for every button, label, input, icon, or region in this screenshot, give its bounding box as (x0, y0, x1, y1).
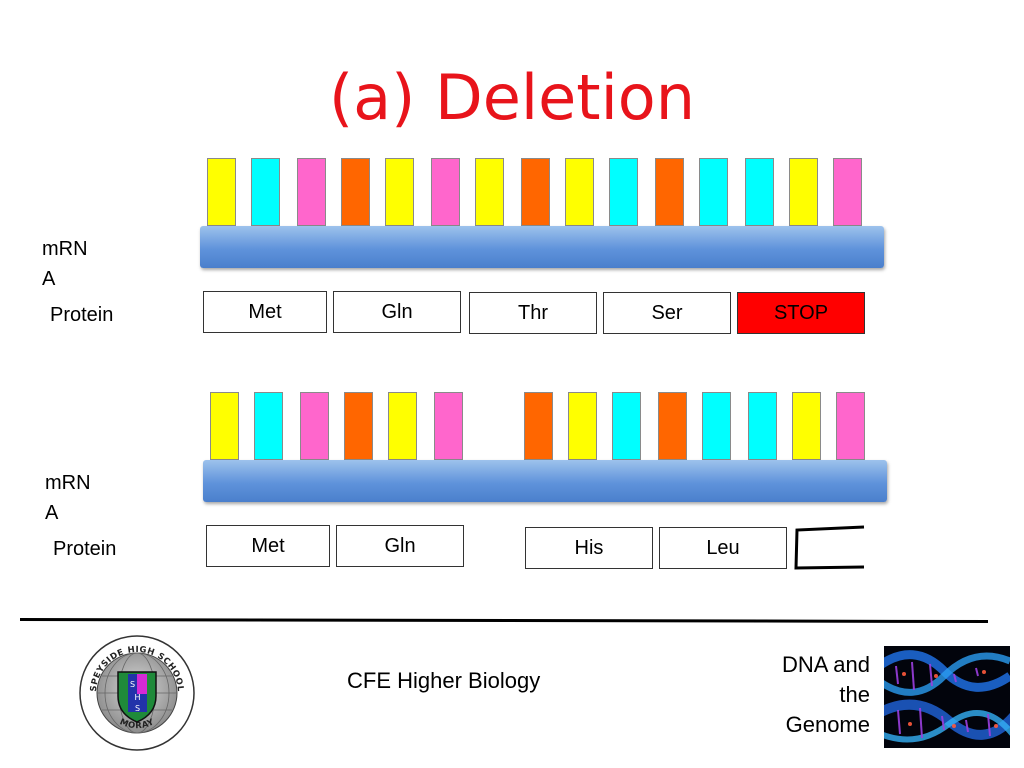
base-orange (524, 392, 553, 460)
protein-label-original: Protein (50, 304, 114, 326)
amino-acid-gln: Gln (333, 291, 461, 333)
base-pink (297, 158, 326, 226)
base-pink (431, 158, 460, 226)
base-yellow (210, 392, 239, 460)
amino-acid-met: Met (203, 291, 327, 333)
base-cyan (699, 158, 728, 226)
amino-acid-his: His (525, 527, 653, 569)
base-cyan (251, 158, 280, 226)
base-orange (341, 158, 370, 226)
amino-acid-gln: Gln (336, 525, 464, 567)
base-orange (658, 392, 687, 460)
footer-divider (19, 618, 989, 624)
base-pink (434, 392, 463, 460)
incomplete-codon-outline (794, 525, 865, 570)
logo-letter-s-bottom: S (135, 704, 140, 713)
base-cyan (254, 392, 283, 460)
amino-acid-stop: STOP (737, 292, 865, 334)
base-pink (833, 158, 862, 226)
amino-acid-thr: Thr (469, 292, 597, 334)
topic-line-1: DNA and (781, 652, 870, 677)
base-cyan (748, 392, 777, 460)
school-logo: SPEYSIDE HIGH SCHOOL MORAY S H S (79, 635, 195, 751)
logo-letter-s-top: S (130, 680, 135, 689)
topic-line-3: Genome (785, 712, 870, 737)
base-cyan (745, 158, 774, 226)
base-yellow (475, 158, 504, 226)
mrna-strand-original (200, 226, 884, 268)
incomplete-codon-box (794, 525, 865, 570)
base-yellow (388, 392, 417, 460)
base-yellow (207, 158, 236, 226)
base-cyan (612, 392, 641, 460)
mrna-label-line2: A (42, 268, 56, 290)
mrna-label-line2: A (45, 502, 59, 524)
topic-line-2: the (839, 682, 870, 707)
logo-letter-h: H (134, 693, 140, 702)
amino-acid-met: Met (206, 525, 330, 567)
slide-title: (a) Deletion (328, 61, 696, 134)
mrna-label-line1: mRN (45, 472, 91, 494)
base-pink (836, 392, 865, 460)
logo-shield: S H S (117, 671, 157, 723)
topic-title: DNA and the Genome (720, 650, 870, 740)
base-orange (521, 158, 550, 226)
base-cyan (702, 392, 731, 460)
base-yellow (568, 392, 597, 460)
mrna-label-line1: mRN (42, 238, 88, 260)
base-pink (300, 392, 329, 460)
base-yellow (565, 158, 594, 226)
base-yellow (792, 392, 821, 460)
base-cyan (609, 158, 638, 226)
amino-acid-ser: Ser (603, 292, 731, 334)
base-yellow (385, 158, 414, 226)
base-orange (344, 392, 373, 460)
protein-label-mutated: Protein (53, 538, 117, 560)
base-orange (655, 158, 684, 226)
course-title: CFE Higher Biology (347, 668, 541, 693)
amino-acid-leu: Leu (659, 527, 787, 569)
dna-image (884, 646, 1010, 748)
mrna-strand-mutated (203, 460, 887, 502)
base-yellow (789, 158, 818, 226)
